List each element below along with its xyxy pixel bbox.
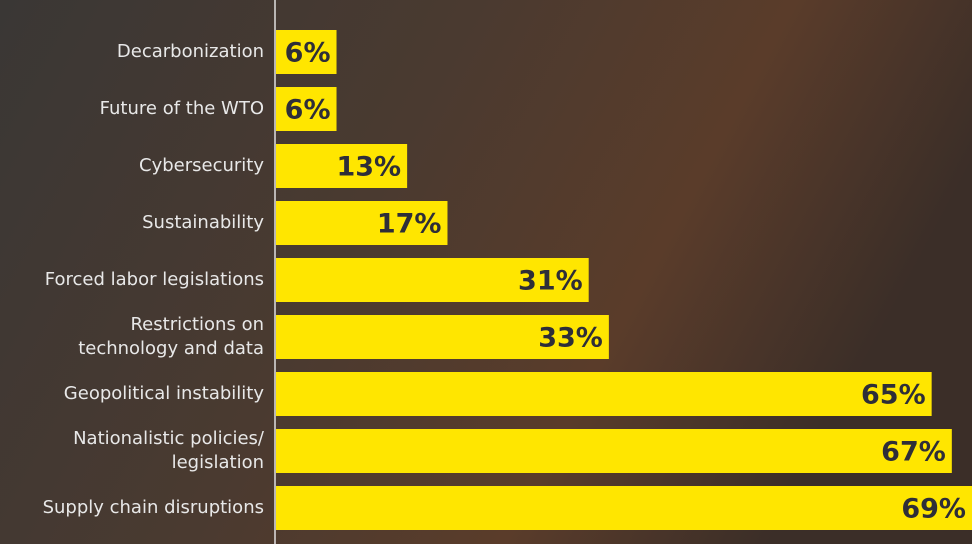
value-label: 6%: [285, 95, 331, 126]
category-label: Sustainability: [142, 212, 264, 233]
bar: [276, 87, 337, 131]
value-label: 13%: [336, 152, 401, 183]
category-label: technology and data: [78, 338, 264, 359]
value-label: 6%: [285, 38, 331, 69]
value-label: 65%: [861, 380, 926, 411]
category-label: Cybersecurity: [139, 155, 264, 176]
value-label: 33%: [538, 323, 603, 354]
bar: [276, 144, 408, 188]
bar: [276, 429, 952, 473]
bar: [276, 315, 609, 359]
value-label: 31%: [518, 266, 583, 297]
value-label: 69%: [901, 494, 966, 525]
category-label: legislation: [172, 452, 264, 473]
bar: [276, 258, 589, 302]
bar: [276, 486, 972, 530]
bar: [276, 372, 932, 416]
category-label: Nationalistic policies/: [73, 428, 265, 449]
bar: [276, 30, 337, 74]
category-label: Future of the WTO: [100, 98, 264, 119]
category-label: Restrictions on: [130, 314, 264, 335]
category-label: Forced labor legislations: [45, 269, 264, 290]
value-label: 67%: [881, 437, 946, 468]
category-label: Supply chain disruptions: [43, 497, 264, 518]
category-label: Decarbonization: [117, 41, 264, 62]
category-label: Geopolitical instability: [64, 383, 265, 404]
bar: [276, 201, 448, 245]
value-label: 17%: [377, 209, 442, 240]
